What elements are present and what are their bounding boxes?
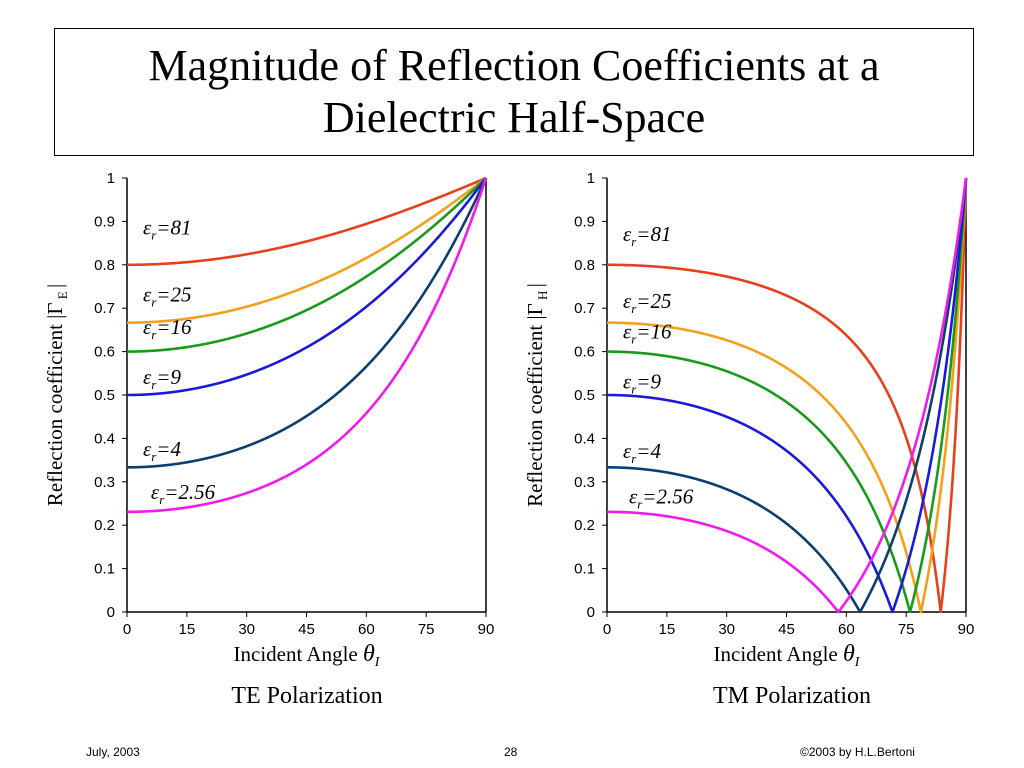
te-x-tick-label: 0 bbox=[123, 621, 131, 638]
title-box: Magnitude of Reflection Coefficients at … bbox=[54, 28, 974, 156]
te-y-tick-label: 0.4 bbox=[94, 430, 115, 447]
te-chart: 0 15 30 45 60 75 90 0 0.1 0.2 0.3 0.4 0.5 0.6 0.7 0.8 0.… bbox=[43, 170, 494, 670]
te-series-line-9 bbox=[125, 176, 488, 397]
tm-y-tick-label: 0.4 bbox=[574, 430, 595, 447]
tm-x-label: Incident Angle θI bbox=[714, 641, 861, 670]
tm-y-tick-label: 0.1 bbox=[574, 561, 595, 578]
te-x-tick-label: 45 bbox=[298, 621, 315, 638]
tm-series-label: εr=2.56 bbox=[629, 485, 694, 512]
footer-page: 28 bbox=[504, 745, 518, 759]
tm-x-tick-label: 30 bbox=[718, 621, 735, 638]
te-series-label: εr=2.56 bbox=[151, 480, 216, 507]
slide-title: Magnitude of Reflection Coefficients at … bbox=[148, 40, 879, 144]
tm-series-line-81 bbox=[605, 177, 968, 613]
te-series-line-81 bbox=[125, 176, 488, 267]
footer-date: July, 2003 bbox=[86, 745, 140, 759]
tm-y-tick-label: 0.9 bbox=[574, 213, 595, 230]
te-y-tick-label: 0.5 bbox=[94, 387, 115, 404]
te-y-tick-label: 0.2 bbox=[94, 517, 115, 534]
te-x-tick-label: 60 bbox=[358, 621, 375, 638]
tm-chart: 0 15 30 45 60 75 90 0 0.1 0.2 0.3 0.4 0.5 0.6 0.7 0.8 0.… bbox=[523, 170, 974, 670]
te-y-tick-label: 1 bbox=[107, 170, 115, 187]
tm-series-label: εr=25 bbox=[623, 289, 672, 316]
te-series-line-16 bbox=[125, 176, 488, 353]
tm-series-line-9 bbox=[605, 177, 968, 614]
tm-x-tick-label: 75 bbox=[898, 621, 915, 638]
te-x-tick-label: 90 bbox=[478, 621, 495, 638]
tm-y-tick-label: 0.5 bbox=[574, 387, 595, 404]
te-y-tick-label: 0.8 bbox=[94, 257, 115, 274]
tm-series-label: εr=81 bbox=[623, 222, 672, 249]
te-x-tick-label: 30 bbox=[238, 621, 255, 638]
te-y-tick-label: 0.6 bbox=[94, 344, 115, 361]
te-series-line-25 bbox=[125, 176, 488, 324]
tm-series-label: εr=4 bbox=[623, 439, 662, 466]
tm-series-label: εr=9 bbox=[623, 369, 662, 396]
title-line-1: Magnitude of Reflection Coefficients at … bbox=[148, 41, 880, 90]
te-y-tick-label: 0.9 bbox=[94, 213, 115, 230]
te-y-tick-label: 0 bbox=[107, 604, 115, 621]
te-y-tick-label: 0.1 bbox=[94, 561, 115, 578]
tm-caption: TM Polarization bbox=[713, 683, 871, 709]
te-caption: TE Polarization bbox=[231, 683, 383, 709]
te-x-tick-label: 75 bbox=[418, 621, 435, 638]
tm-y-label: Reflection coefficient |Γ H | bbox=[523, 283, 550, 507]
title-line-2: Dielectric Half-Space bbox=[322, 93, 706, 142]
te-series-line-2-56 bbox=[125, 177, 488, 514]
tm-y-tick-label: 0 bbox=[587, 604, 595, 621]
te-x-tick-label: 15 bbox=[178, 621, 195, 638]
te-series-label: εr=25 bbox=[143, 283, 192, 310]
te-series-label: εr=81 bbox=[143, 215, 192, 242]
tm-x-tick-label: 90 bbox=[958, 621, 975, 638]
tm-x-tick-label: 45 bbox=[778, 621, 795, 638]
te-series-line-4 bbox=[125, 177, 488, 469]
tm-y-tick-label: 1 bbox=[587, 170, 595, 187]
tm-series-line-25 bbox=[605, 177, 968, 614]
te-series-label: εr=4 bbox=[143, 437, 182, 464]
te-y-tick-label: 0.7 bbox=[94, 300, 115, 317]
tm-y-tick-label: 0.2 bbox=[574, 517, 595, 534]
tm-y-tick-label: 0.3 bbox=[574, 474, 595, 491]
tm-x-tick-label: 60 bbox=[838, 621, 855, 638]
te-series-label: εr=16 bbox=[143, 315, 192, 342]
te-y-label: Reflection coefficient |Γ E | bbox=[43, 284, 70, 506]
tm-x-tick-label: 0 bbox=[603, 621, 611, 638]
tm-series-line-4 bbox=[605, 177, 968, 614]
tm-y-tick-label: 0.8 bbox=[574, 257, 595, 274]
tm-series-line-2-56 bbox=[605, 177, 968, 614]
footer-copyright: ©2003 by H.L.Bertoni bbox=[800, 745, 915, 759]
te-x-label: Incident Angle θI bbox=[234, 641, 381, 670]
tm-y-tick-label: 0.6 bbox=[574, 344, 595, 361]
te-series-label: εr=9 bbox=[143, 365, 182, 392]
tm-x-tick-label: 15 bbox=[658, 621, 675, 638]
tm-series-line-16 bbox=[605, 177, 968, 614]
te-y-tick-label: 0.3 bbox=[94, 474, 115, 491]
tm-series-label: εr=16 bbox=[623, 320, 672, 347]
tm-y-tick-label: 0.7 bbox=[574, 300, 595, 317]
